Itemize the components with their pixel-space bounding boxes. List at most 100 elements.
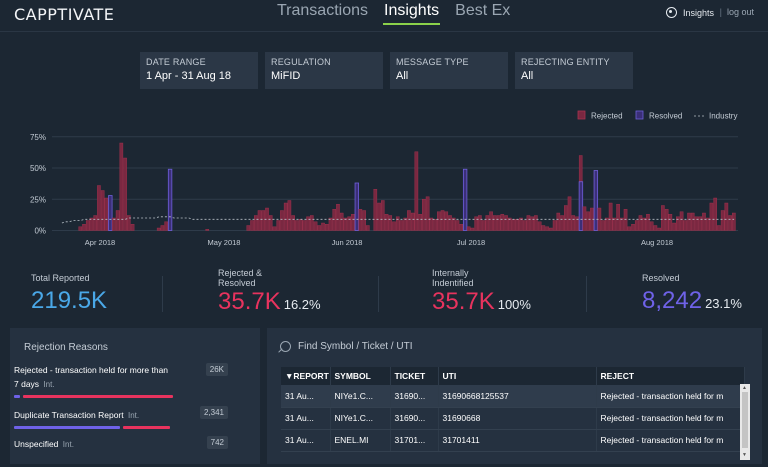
table-row[interactable]: 31 Au... NIYe1.C... 31690... 31690668 Re…	[281, 407, 745, 430]
logout-link[interactable]: log out	[726, 7, 754, 17]
filter-value: 1 Apr - 31 Aug 18	[146, 70, 232, 82]
reason-tag: Int.	[43, 380, 55, 389]
bar-rejected	[616, 204, 620, 231]
scroll-down-icon[interactable]: ▼	[742, 452, 747, 458]
column-header-report[interactable]: ▼REPORT	[281, 367, 331, 385]
filter-message-type[interactable]: MESSAGE TYPE All	[390, 52, 508, 89]
nav-transactions[interactable]: Transactions	[277, 2, 368, 19]
bar-rejected	[709, 202, 714, 231]
cell-uti: 31701411	[438, 429, 597, 452]
bar-rejected	[504, 215, 508, 231]
reason-item[interactable]: Unspecified Int. 742	[14, 436, 236, 452]
column-header-ticket[interactable]: TICKET	[390, 367, 439, 385]
user-menu[interactable]: Insights	[665, 7, 714, 18]
table-row[interactable]: 31 Au... ENEL.MI 31701... 31701411 Rejec…	[281, 429, 745, 452]
cell-uti: 31690668	[438, 407, 597, 430]
bar-rejected	[661, 205, 665, 231]
cell-ticket: 31701...	[390, 429, 439, 452]
bar-rejected	[646, 214, 650, 231]
bar-rejected	[448, 215, 452, 231]
bar-rejected	[298, 219, 303, 231]
table-scrollbar[interactable]: ▲ ▼	[740, 384, 750, 460]
nav-best-ex[interactable]: Best Ex	[455, 2, 511, 19]
bar-rejected	[317, 225, 322, 231]
bar-rejected	[429, 217, 434, 231]
bar-rejected	[687, 212, 691, 231]
reason-label-cont: 7 days	[14, 379, 40, 389]
cell-symbol: ENEL.MI	[330, 429, 391, 452]
bar-rejected	[489, 211, 493, 231]
app-logo[interactable]: CAPPTIVATE	[14, 5, 115, 24]
reason-text: Unspecified Int.	[14, 437, 184, 452]
cell-ticket: 31690...	[390, 385, 439, 408]
search-input[interactable]: Find Symbol / Ticket / UTI	[298, 341, 413, 352]
column-header-uti[interactable]: UTI	[438, 367, 597, 385]
table-row[interactable]: 31 Au... NIYe1.C... 31690... 31690668125…	[281, 385, 745, 408]
bar-rejected	[634, 220, 639, 231]
bar-rejected	[459, 224, 463, 231]
cell-symbol: NIYe1.C...	[330, 385, 391, 408]
scrollbar-thumb[interactable]	[742, 392, 748, 448]
kpi-percent: 100%	[497, 297, 531, 312]
kpi-percent: 23.1%	[705, 296, 742, 311]
bar-rejected	[358, 209, 363, 231]
bar-rejected	[605, 217, 609, 231]
bar-rejected	[268, 215, 273, 231]
bar-rejected	[623, 209, 628, 231]
scroll-up-icon[interactable]: ▲	[742, 385, 747, 391]
bar-rejected	[388, 215, 393, 231]
reason-item[interactable]: Duplicate Transaction Report Int. 2,341	[14, 406, 236, 429]
bar-rejected	[403, 217, 407, 231]
filter-label: MESSAGE TYPE	[396, 57, 469, 67]
bar-rejected	[384, 214, 389, 231]
bar-rejected	[392, 221, 396, 231]
nav-insights[interactable]: Insights	[383, 2, 441, 25]
search-box[interactable]: Find Symbol / Ticket / UTI	[280, 341, 412, 352]
kpi-rejected-resolved: Rejected & Resolved 35.7K 16.2%	[218, 268, 321, 317]
bar-rejected	[89, 217, 94, 231]
bar-rejected	[586, 211, 590, 231]
bar-rejected	[295, 220, 299, 231]
bar-rejected	[246, 225, 251, 231]
bar-rejected	[485, 215, 490, 231]
cell-report: 31 Au...	[281, 407, 331, 430]
cell-reject: Rejected - transaction held for m	[596, 385, 745, 408]
filter-rejecting-entity[interactable]: REJECTING ENTITY All	[515, 52, 633, 89]
bar-rejected	[631, 224, 635, 231]
bar-rejected	[657, 227, 661, 231]
bar-rejected	[250, 220, 254, 231]
bar-rejected	[713, 197, 717, 231]
bar-rejected	[127, 215, 131, 231]
bar-rejected	[541, 225, 546, 231]
reason-bar	[14, 423, 236, 429]
kpi-internally-identified: Internally Indentified 35.7K 100%	[432, 268, 531, 317]
column-header-symbol[interactable]: SYMBOL	[330, 367, 391, 385]
bar-rejected	[78, 226, 83, 231]
bar-rejected	[556, 212, 561, 231]
main-nav: Transactions Insights Best Ex	[276, 2, 511, 25]
reason-bar-resolved	[14, 395, 20, 398]
bar-rejected	[620, 217, 624, 231]
filter-label: REJECTING ENTITY	[521, 57, 610, 67]
bar-rejected	[728, 215, 732, 231]
bar-rejected	[601, 220, 605, 231]
bar-rejected	[526, 215, 531, 231]
kpi-value: 219.5K	[31, 289, 107, 313]
bar-rejected	[567, 196, 572, 231]
bar-rejected	[433, 219, 437, 231]
kpi-divider	[162, 276, 163, 312]
filter-date-range[interactable]: DATE RANGE 1 Apr - 31 Aug 18	[140, 52, 258, 89]
bar-rejected	[261, 210, 266, 231]
bar-resolved	[462, 168, 468, 231]
column-header-reject[interactable]: REJECT	[596, 367, 745, 385]
x-tick-label: Jul 2018	[457, 238, 485, 247]
bar-rejected	[160, 225, 165, 231]
cell-ticket: 31690...	[390, 407, 439, 430]
bar-rejected	[324, 224, 329, 231]
bar-rejected	[470, 227, 475, 231]
bar-rejected	[418, 214, 422, 231]
reason-item[interactable]: Rejected - transaction held for more tha…	[14, 363, 236, 398]
reason-label: Rejected - transaction held for more tha…	[14, 365, 169, 375]
filter-regulation[interactable]: REGULATION MiFID	[265, 52, 383, 89]
kpi-total-reported: Total Reported 219.5K	[31, 273, 107, 313]
